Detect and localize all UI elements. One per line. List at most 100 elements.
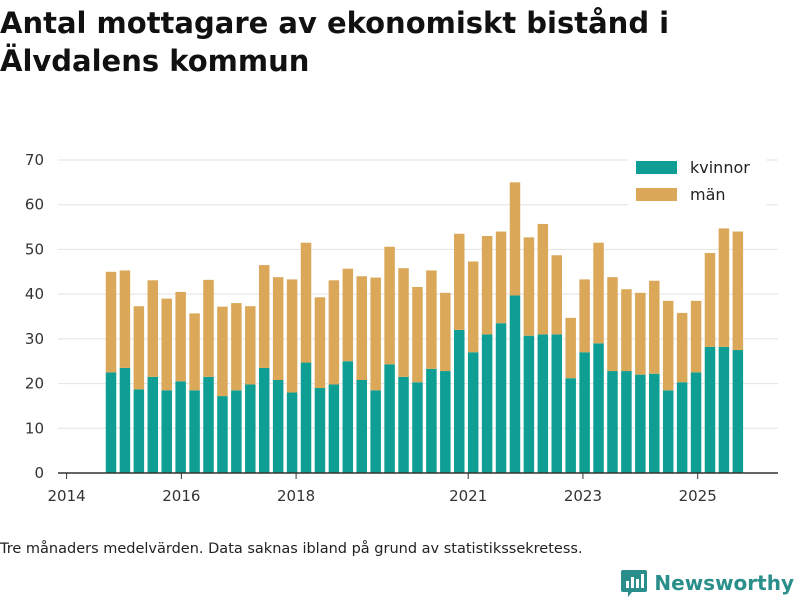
bar-kvinnor (189, 390, 200, 473)
bar-kvinnor (732, 350, 744, 473)
bar-man (119, 270, 131, 368)
bar-man (426, 270, 437, 369)
bar-kvinnor (286, 392, 298, 473)
bar-kvinnor (481, 334, 493, 473)
bar-man (370, 277, 381, 391)
bar-man (509, 182, 521, 296)
bar-kvinnor (649, 373, 660, 473)
brand: Newsworthy (620, 568, 794, 598)
legend-swatch (636, 161, 677, 174)
bar-man (133, 306, 145, 390)
bar-kvinnor (231, 390, 242, 473)
bar-kvinnor (565, 378, 576, 473)
x-tick-label: 2014 (48, 487, 86, 505)
bar-man (690, 300, 702, 373)
bar-man (537, 223, 549, 335)
bar-man (481, 236, 493, 335)
y-tick-label: 0 (34, 464, 44, 482)
bar-kvinnor (272, 379, 284, 473)
bar-kvinnor (412, 382, 423, 473)
legend-label: män (690, 185, 726, 204)
bar-kvinnor (328, 384, 340, 473)
bar-man (440, 292, 451, 372)
bar-kvinnor (593, 343, 604, 473)
bar-man (203, 279, 214, 377)
bar-kvinnor (258, 367, 270, 473)
axes: 0 10 20 30 40 50 60 70 2014 2016 2018 2021 2023 2025 (25, 151, 778, 505)
bar-kvinnor (509, 295, 521, 473)
bar-man (635, 292, 646, 375)
bar-kvinnor (551, 334, 563, 473)
bar-man (175, 291, 186, 382)
bar-man (356, 276, 367, 380)
chart-title: Antal mottagare av ekonomiskt bistånd i … (0, 6, 670, 78)
bar-man (300, 242, 312, 363)
bar-kvinnor (175, 381, 186, 473)
bar-kvinnor (579, 352, 590, 473)
bar-kvinnor (537, 334, 549, 473)
legend: kvinnor män (628, 154, 766, 206)
bar-kvinnor (523, 335, 535, 473)
bar-man (161, 298, 172, 391)
bar-man (384, 246, 395, 365)
bar-man (314, 297, 326, 389)
bars (105, 182, 744, 473)
bar-man (593, 242, 604, 344)
bar-man (621, 289, 632, 372)
x-tick-label: 2018 (277, 487, 315, 505)
bar-man (523, 237, 535, 336)
bar-man (328, 280, 340, 385)
bar-man (412, 286, 423, 383)
bar-man (579, 279, 590, 353)
y-tick-label: 50 (25, 240, 44, 258)
bar-kvinnor (676, 382, 688, 473)
bar-man (565, 317, 576, 379)
legend-label: kvinnor (690, 158, 750, 177)
bar-man (147, 280, 159, 377)
bar-man (217, 306, 228, 397)
y-tick-label: 10 (25, 419, 44, 437)
bar-kvinnor (662, 390, 674, 473)
bar-man (495, 231, 507, 324)
bar-man (732, 231, 744, 351)
bar-kvinnor (300, 362, 312, 473)
bar-man (454, 233, 465, 330)
bar-man (676, 312, 688, 383)
legend-swatch (636, 188, 677, 201)
bar-man (551, 255, 563, 335)
bar-kvinnor (161, 390, 172, 473)
bar-man (286, 279, 298, 393)
y-tick-label: 20 (25, 375, 44, 393)
y-tick-label: 70 (25, 151, 44, 169)
bar-man (718, 228, 730, 347)
x-tick-label: 2025 (679, 487, 717, 505)
bar-man (342, 268, 354, 362)
bar-kvinnor (635, 374, 646, 473)
bar-kvinnor (105, 372, 117, 473)
bar-kvinnor (495, 323, 507, 473)
bar-kvinnor (621, 371, 632, 473)
bar-man (662, 300, 674, 391)
bar-man (189, 313, 200, 391)
bar-kvinnor (119, 367, 131, 473)
bar-kvinnor (398, 376, 409, 473)
bar-kvinnor (440, 371, 451, 473)
brand-name: Newsworthy (654, 571, 794, 595)
bar-kvinnor (147, 376, 159, 473)
y-tick-label: 30 (25, 330, 44, 348)
bar-kvinnor (454, 329, 465, 473)
bar-man (272, 277, 284, 380)
bar-kvinnor (342, 361, 354, 473)
bar-kvinnor (718, 346, 730, 473)
bar-kvinnor (426, 368, 437, 473)
bar-man (704, 253, 716, 347)
bar-man (607, 277, 618, 372)
bar-kvinnor (356, 379, 367, 473)
bar-kvinnor (314, 388, 326, 473)
bar-chart-logo-icon (621, 570, 648, 597)
y-tick-label: 60 (25, 196, 44, 214)
bar-man (245, 306, 256, 385)
bar-kvinnor (133, 389, 145, 473)
bar-man (105, 271, 117, 373)
